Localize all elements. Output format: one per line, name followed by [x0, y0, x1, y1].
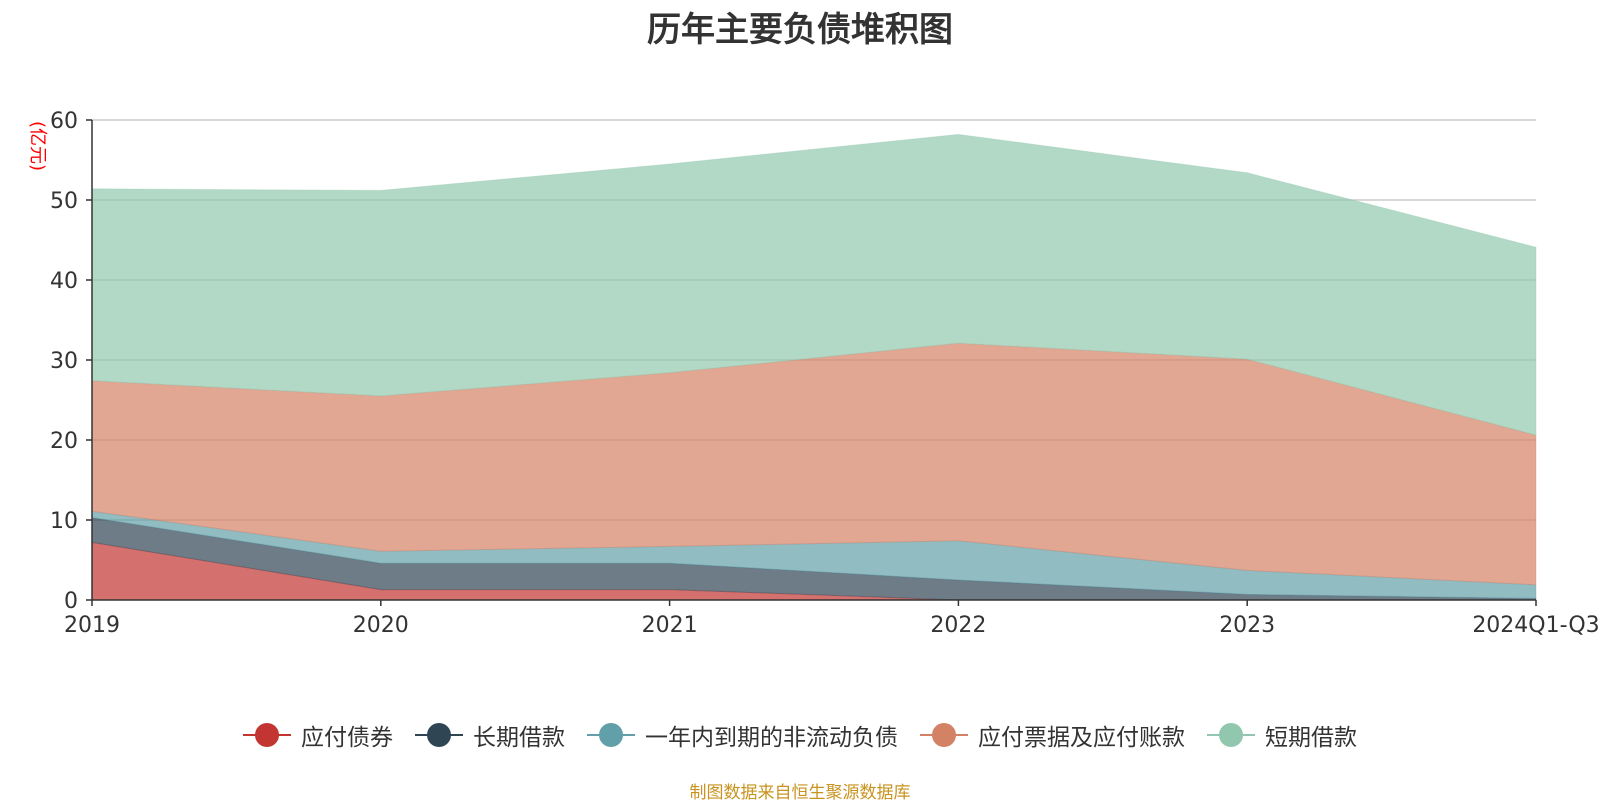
legend-marker-icon	[415, 723, 463, 747]
legend-marker-icon	[587, 723, 635, 747]
legend-item[interactable]: 应付债券	[243, 718, 393, 752]
legend-item[interactable]: 短期借款	[1207, 718, 1357, 752]
legend-label: 应付债券	[301, 725, 393, 751]
chart-title: 历年主要负债堆积图	[647, 10, 953, 50]
y-tick-label: 40	[50, 269, 78, 294]
y-tick-label: 60	[50, 109, 78, 134]
legend-marker-icon	[1207, 723, 1255, 747]
legend-label: 长期借款	[473, 725, 565, 751]
y-tick-label: 20	[50, 429, 78, 454]
legend-label: 应付票据及应付账款	[978, 725, 1185, 751]
x-tick-label: 2020	[353, 613, 409, 638]
legend-item[interactable]: 一年内到期的非流动负债	[587, 718, 898, 752]
legend-item[interactable]: 应付票据及应付账款	[920, 718, 1185, 752]
y-tick-label: 0	[64, 589, 78, 614]
y-tick-label: 10	[50, 509, 78, 534]
x-tick-label: 2019	[64, 613, 120, 638]
legend-item[interactable]: 长期借款	[415, 718, 565, 752]
legend: 应付债券 长期借款 一年内到期的非流动负债 应付票据及应付账款 短期借款	[0, 718, 1600, 752]
x-tick-label: 2022	[930, 613, 986, 638]
x-tick-label: 2021	[642, 613, 698, 638]
legend-label: 一年内到期的非流动负债	[645, 725, 898, 751]
x-tick-label: 2024Q1-Q3	[1472, 613, 1599, 638]
source-note: 制图数据来自恒生聚源数据库	[689, 783, 911, 803]
y-tick-label: 50	[50, 189, 78, 214]
legend-label: 短期借款	[1265, 725, 1357, 751]
x-tick-label: 2023	[1219, 613, 1275, 638]
legend-marker-icon	[920, 723, 968, 747]
area-series-5	[91, 133, 1537, 436]
y-tick-label: 30	[50, 349, 78, 374]
legend-marker-icon	[243, 723, 291, 747]
y-axis-unit-label: (亿元)	[27, 121, 48, 171]
